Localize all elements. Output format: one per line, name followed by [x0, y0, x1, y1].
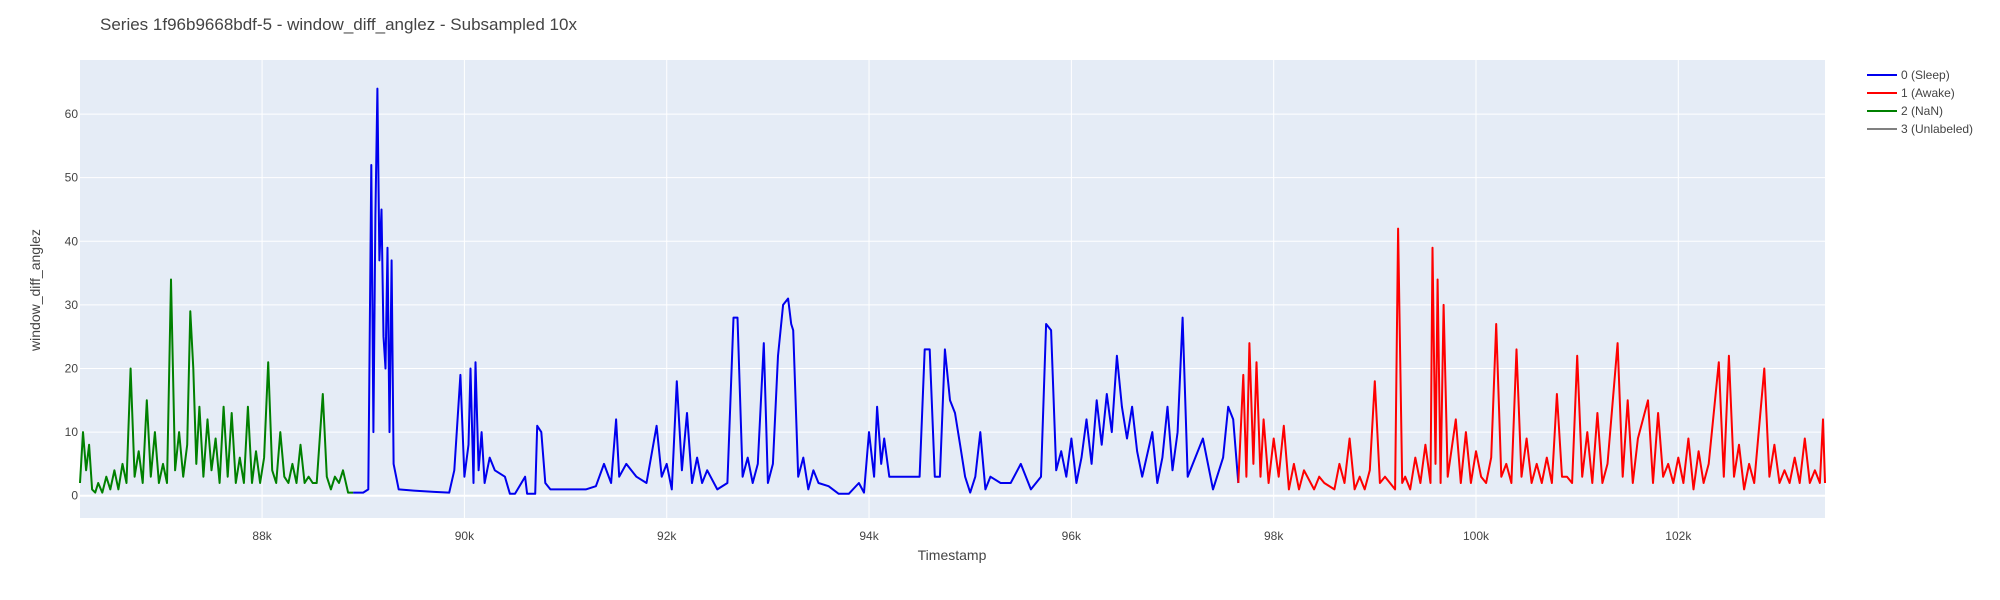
y-tick-label: 60 [65, 107, 79, 121]
y-tick-label: 50 [65, 171, 79, 185]
x-tick-label: 92k [657, 529, 677, 543]
x-tick-label: 94k [859, 529, 879, 543]
y-tick-label: 40 [65, 234, 79, 248]
chart-title: Series 1f96b9668bdf-5 - window_diff_angl… [100, 15, 577, 34]
y-tick-label: 10 [65, 425, 79, 439]
x-tick-label: 102k [1665, 529, 1692, 543]
x-tick-label: 98k [1264, 529, 1284, 543]
legend-label: 1 (Awake) [1901, 86, 1955, 100]
x-tick-label: 96k [1062, 529, 1082, 543]
y-tick-label: 30 [65, 298, 79, 312]
legend-label: 2 (NaN) [1901, 104, 1943, 118]
x-tick-label: 88k [252, 529, 272, 543]
series-lines [79, 87, 1826, 495]
legend-label: 0 (Sleep) [1901, 68, 1950, 82]
plot-area [80, 60, 1825, 518]
legend-label: 3 (Unlabeled) [1901, 122, 1973, 136]
x-tick-label: 100k [1463, 529, 1490, 543]
x-tick-labels: 88k 90k 92k 94k 96k 98k 100k 102k [252, 529, 1692, 543]
y-tick-labels: 0 10 20 30 40 50 60 [65, 107, 79, 503]
x-axis-title: Timestamp [918, 547, 987, 563]
y-tick-label: 20 [65, 362, 79, 376]
series-line-0 [353, 87, 1240, 495]
y-tick-label: 0 [71, 489, 78, 503]
legend: 0 (Sleep) 1 (Awake) 2 (NaN) 3 (Unlabeled) [1867, 68, 1973, 136]
y-axis-title: window_diff_anglez [27, 229, 43, 352]
series-line-1 [1237, 227, 1826, 491]
x-tick-label: 90k [455, 529, 475, 543]
series-line-2 [79, 278, 354, 494]
